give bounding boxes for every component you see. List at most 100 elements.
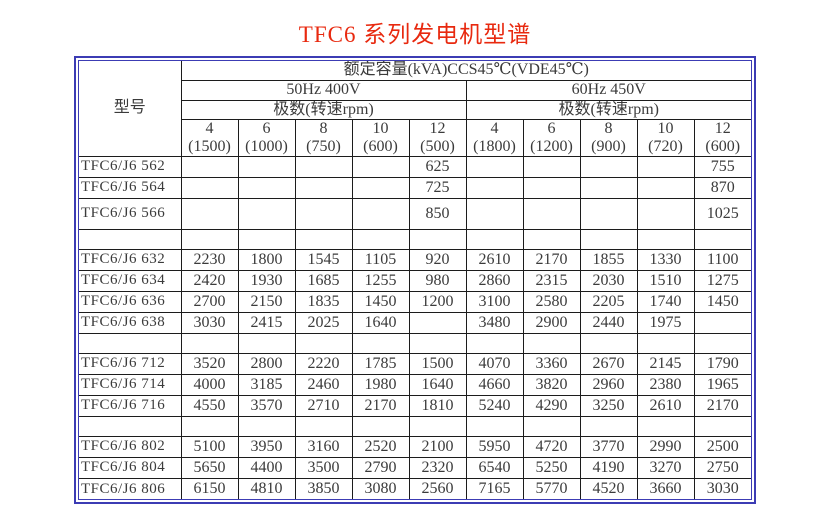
pole-column-header: 8 (750) (294, 118, 353, 157)
section-50hz-label: 50Hz 400V (180, 79, 467, 101)
table-row: TFC6/J6 564 725 870 (78, 176, 752, 199)
value-cell (522, 176, 581, 199)
value-cell (579, 197, 638, 230)
value-cell: 3500 (294, 456, 353, 479)
pole-column-header: 4 (1800) (465, 118, 524, 157)
spacer-row (78, 228, 752, 250)
value-cell: 755 (693, 155, 752, 178)
value-cell (237, 155, 296, 178)
value-cell: 2900 (522, 311, 581, 334)
value-cell (180, 415, 239, 437)
value-cell: 4190 (579, 456, 638, 479)
value-cell: 3950 (237, 435, 296, 458)
value-cell (237, 332, 296, 354)
value-cell: 2560 (408, 477, 467, 500)
value-cell: 7165 (465, 477, 524, 500)
value-cell: 2100 (408, 435, 467, 458)
pole-column-header: 8 (900) (579, 118, 638, 157)
value-cell: 625 (408, 155, 467, 178)
value-cell: 1200 (408, 290, 467, 313)
table-row: TFC6/J6 716 4550 3570 2710 2170 1810 5240 4290 3… (78, 394, 752, 417)
value-cell: 1855 (579, 248, 638, 271)
value-cell (294, 228, 353, 250)
model-cell: TFC6/J6 714 (78, 373, 182, 396)
value-cell: 850 (408, 197, 467, 230)
pole-column-header: 4 (1500) (180, 118, 239, 157)
pole-number: 12 (714, 119, 731, 137)
value-cell: 3080 (351, 477, 410, 500)
value-cell: 2420 (180, 269, 239, 292)
value-cell (180, 228, 239, 250)
value-cell (408, 332, 467, 354)
table-row: TFC6/J6 802 5100 3950 3160 2520 2100 5950 4720 3… (78, 435, 752, 458)
model-cell: TFC6/J6 716 (78, 394, 182, 417)
value-cell (522, 155, 581, 178)
value-cell (237, 415, 296, 437)
value-cell: 2520 (351, 435, 410, 458)
value-cell (465, 197, 524, 230)
table-row: TFC6/J6 632 2230 1800 1545 1105 920 2610 2170 18… (78, 248, 752, 271)
pole-number: 6 (262, 119, 271, 137)
capacity-header-row: 型号 额定容量(kVA)CCS45℃(VDE45℃) (78, 60, 752, 157)
value-cell: 725 (408, 176, 467, 199)
table-row: TFC6/J6 806 6150 4810 3850 3080 2560 7165 5770 4… (78, 477, 752, 500)
value-cell (351, 155, 410, 178)
poles-header-50hz: 极数(转速rpm) (180, 99, 467, 120)
value-cell: 2380 (636, 373, 695, 396)
value-cell: 1640 (408, 373, 467, 396)
value-cell: 1930 (237, 269, 296, 292)
value-cell (579, 332, 638, 354)
value-cell: 1835 (294, 290, 353, 313)
model-cell: TFC6/J6 712 (78, 352, 182, 375)
value-cell: 2750 (693, 456, 752, 479)
spacer-row (78, 332, 752, 354)
value-cell: 3030 (693, 477, 752, 500)
pole-column-header: 10 (600) (351, 118, 410, 157)
value-cell: 3250 (579, 394, 638, 417)
table-inner-frame: 型号 额定容量(kVA)CCS45℃(VDE45℃) 50Hz 400V 60H… (78, 60, 752, 501)
value-cell (180, 332, 239, 354)
value-cell: 4000 (180, 373, 239, 396)
value-cell: 1450 (351, 290, 410, 313)
table-row: TFC6/J6 712 3520 2800 2220 1785 1500 4070 3360 2… (78, 352, 752, 375)
value-cell: 2960 (579, 373, 638, 396)
value-cell: 2220 (294, 352, 353, 375)
rpm-value: (500) (420, 137, 455, 155)
value-cell: 5240 (465, 394, 524, 417)
value-cell: 3770 (579, 435, 638, 458)
value-cell: 4660 (465, 373, 524, 396)
pole-number: 8 (319, 119, 328, 137)
value-cell: 2440 (579, 311, 638, 334)
value-cell (294, 415, 353, 437)
value-cell (351, 197, 410, 230)
value-cell (465, 332, 524, 354)
value-cell: 3185 (237, 373, 296, 396)
model-column-header: 型号 (78, 60, 182, 157)
value-cell: 3360 (522, 352, 581, 375)
rpm-value: (750) (306, 137, 341, 155)
value-cell: 2700 (180, 290, 239, 313)
value-cell: 2205 (579, 290, 638, 313)
table-row: TFC6/J6 804 5650 4400 3500 2790 2320 6540 5250 4… (78, 456, 752, 479)
value-cell: 1800 (237, 248, 296, 271)
value-cell (636, 228, 695, 250)
value-cell (408, 311, 467, 334)
rpm-value: (1500) (188, 137, 231, 155)
section-60hz-label: 60Hz 450V (465, 79, 752, 101)
value-cell (636, 155, 695, 178)
pole-column-header: 6 (1200) (522, 118, 581, 157)
generator-spec-table: 型号 额定容量(kVA)CCS45℃(VDE45℃) 50Hz 400V 60H… (78, 60, 752, 500)
model-cell: TFC6/J6 804 (78, 456, 182, 479)
value-cell (294, 332, 353, 354)
value-cell: 6540 (465, 456, 524, 479)
value-cell: 1330 (636, 248, 695, 271)
model-cell: TFC6/J6 632 (78, 248, 182, 271)
value-cell: 2150 (237, 290, 296, 313)
value-cell: 1025 (693, 197, 752, 230)
value-cell: 4720 (522, 435, 581, 458)
value-cell: 1810 (408, 394, 467, 417)
value-cell (636, 197, 695, 230)
spacer-row (78, 415, 752, 437)
rpm-value: (900) (591, 137, 626, 155)
table-row: TFC6/J6 566 850 1025 (78, 197, 752, 230)
